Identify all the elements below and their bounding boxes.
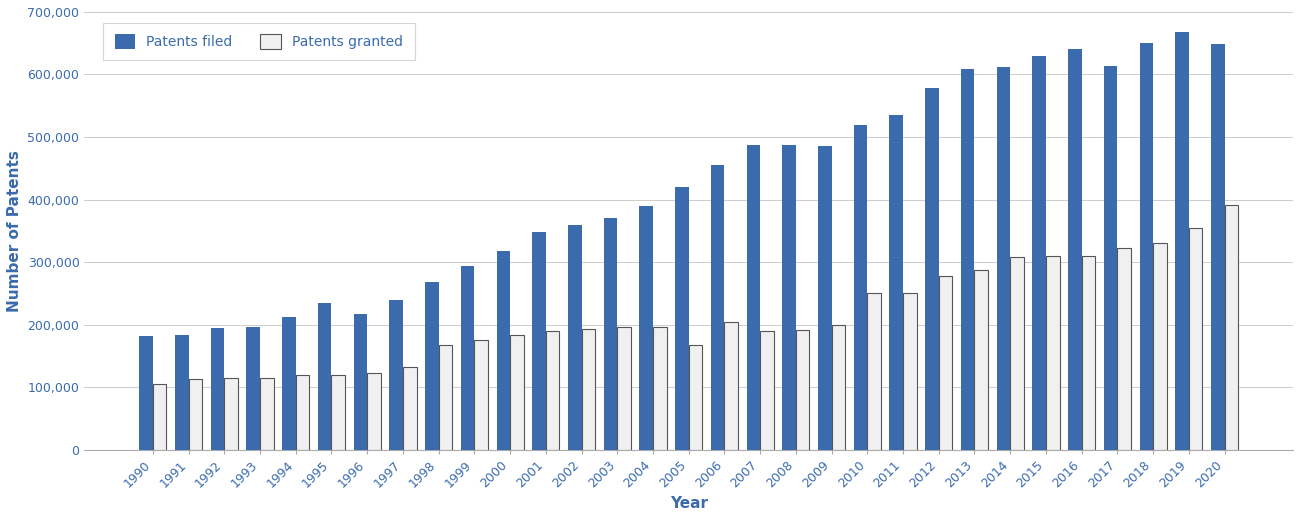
Bar [532, 232, 546, 450]
Bar [497, 251, 510, 450]
Bar [438, 344, 452, 450]
Bar [188, 379, 203, 450]
Bar [211, 328, 225, 450]
Bar [354, 314, 367, 450]
Bar [724, 322, 738, 450]
Bar [568, 225, 581, 450]
Bar [474, 340, 488, 450]
Bar [926, 88, 939, 450]
Bar [760, 331, 774, 450]
Bar [1212, 45, 1225, 450]
Bar [618, 326, 630, 450]
Bar [546, 331, 559, 450]
Bar [1118, 248, 1131, 450]
Bar [903, 293, 916, 450]
X-axis label: Year: Year [670, 496, 707, 511]
Bar [961, 69, 975, 450]
Bar [1032, 56, 1046, 450]
Bar [640, 206, 653, 450]
Bar [1069, 50, 1082, 450]
Bar [318, 303, 332, 450]
Bar [1010, 257, 1024, 450]
Bar [689, 344, 702, 450]
Bar [832, 325, 845, 450]
Bar [247, 327, 260, 450]
Bar [818, 147, 832, 450]
Bar [653, 327, 667, 450]
Bar [1153, 243, 1166, 450]
Bar [939, 276, 953, 450]
Bar [425, 282, 438, 450]
Bar [675, 187, 689, 450]
Bar [975, 270, 988, 450]
Bar [1140, 43, 1153, 450]
Bar [1046, 256, 1059, 450]
Bar [282, 317, 296, 450]
Bar [260, 378, 273, 450]
Bar [603, 218, 618, 450]
Bar [746, 145, 760, 450]
Bar [1104, 66, 1118, 450]
Bar [390, 299, 403, 450]
Bar [367, 373, 381, 450]
Legend: Patents filed, Patents granted: Patents filed, Patents granted [104, 23, 415, 60]
Bar [867, 293, 881, 450]
Bar [1175, 32, 1188, 450]
Bar [711, 165, 724, 450]
Bar [225, 378, 238, 450]
Bar [1225, 205, 1238, 450]
Bar [783, 145, 796, 450]
Bar [581, 329, 595, 450]
Bar [153, 384, 166, 450]
Bar [510, 335, 524, 450]
Bar [176, 335, 188, 450]
Bar [332, 375, 344, 450]
Bar [139, 336, 153, 450]
Bar [296, 375, 309, 450]
Bar [854, 124, 867, 450]
Bar [796, 329, 810, 450]
Bar [460, 266, 474, 450]
Bar [1082, 256, 1095, 450]
Bar [997, 67, 1010, 450]
Bar [889, 115, 903, 450]
Bar [403, 367, 416, 450]
Y-axis label: Number of Patents: Number of Patents [6, 150, 22, 312]
Bar [1188, 228, 1202, 450]
